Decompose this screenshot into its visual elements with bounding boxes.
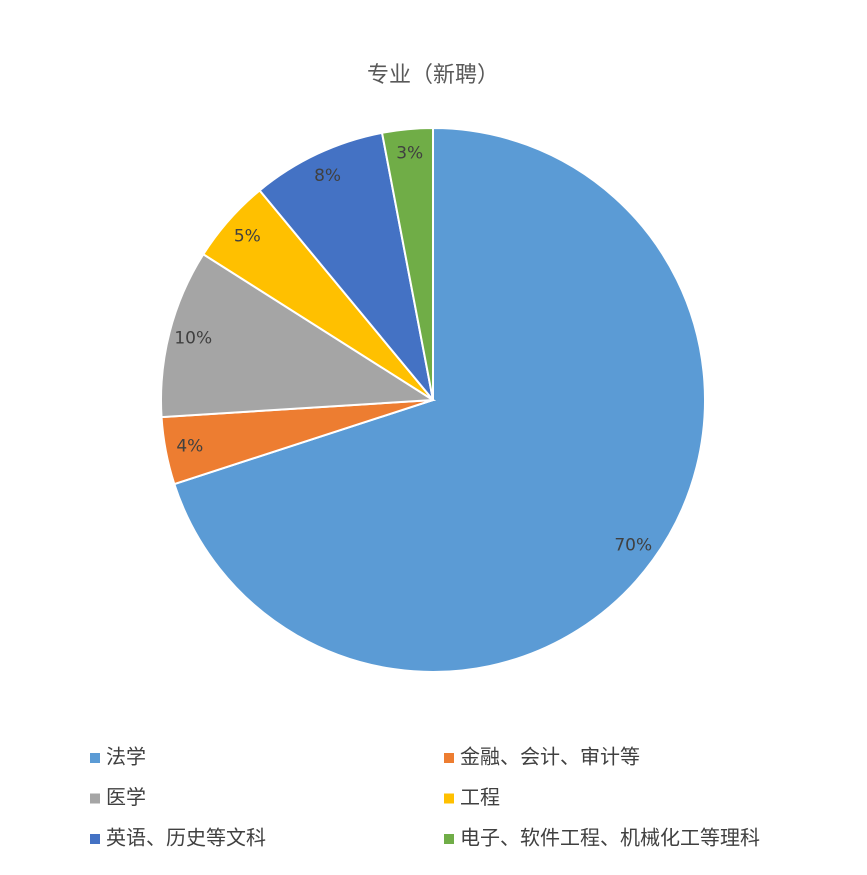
legend-swatch bbox=[444, 753, 454, 763]
legend-label: 英语、历史等文科 bbox=[106, 826, 266, 850]
legend-swatch bbox=[90, 834, 100, 844]
legend-label: 金融、会计、审计等 bbox=[460, 745, 640, 769]
legend-swatch bbox=[444, 793, 454, 804]
data-label: 4% bbox=[176, 436, 203, 456]
data-label: 5% bbox=[234, 226, 261, 246]
legend-label: 法学 bbox=[106, 745, 146, 769]
pie-slice bbox=[160, 252, 437, 419]
data-label: 10% bbox=[174, 328, 212, 348]
pie-slice bbox=[380, 126, 434, 401]
legend-swatch bbox=[90, 793, 100, 804]
pie-slice bbox=[173, 126, 706, 673]
pie-slice bbox=[258, 131, 434, 401]
legend-swatch bbox=[444, 834, 454, 844]
legend-label: 医学 bbox=[106, 785, 146, 809]
data-label: 70% bbox=[614, 535, 652, 555]
legend-swatch bbox=[90, 753, 100, 763]
chart-title: 专业（新聘） bbox=[367, 63, 499, 88]
data-label: 3% bbox=[396, 144, 423, 164]
legend-label: 电子、软件工程、机械化工等理科 bbox=[460, 826, 760, 850]
legend-label: 工程 bbox=[460, 785, 500, 809]
data-label: 8% bbox=[314, 166, 341, 186]
